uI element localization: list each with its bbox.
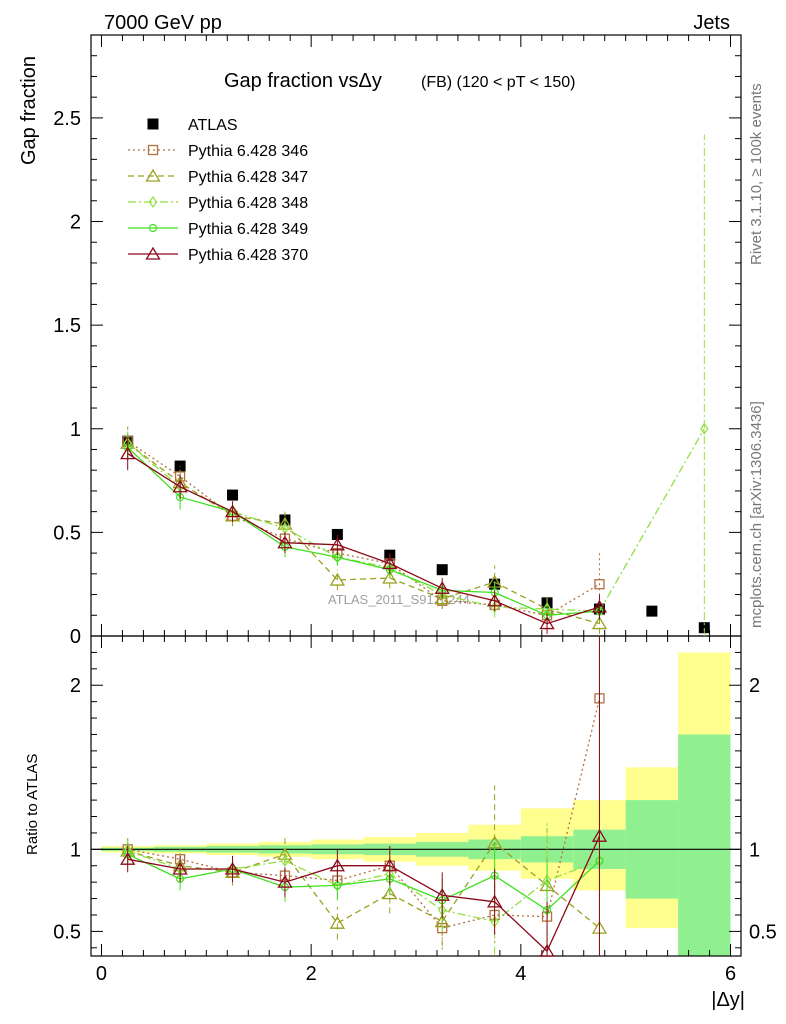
main-point-p347 <box>434 591 450 605</box>
analysis-watermark: ATLAS_2011_S9126244 <box>328 592 470 607</box>
jets-label: Jets <box>693 12 730 34</box>
legend-marker-atlas <box>147 118 159 130</box>
main-point-p347 <box>329 572 346 586</box>
legend-item-p346: Pythia 6.428 346 <box>128 143 308 160</box>
legend-label-p347: Pythia 6.428 347 <box>188 169 308 186</box>
ratio-line-p346 <box>127 698 601 929</box>
legend-label-p349: Pythia 6.428 349 <box>188 221 308 238</box>
legend-marker-p370 <box>145 246 161 260</box>
x-tick-label: 0 <box>96 963 107 985</box>
chart-title-extra: (FB) (120 < pT < 150) <box>421 74 575 91</box>
ratio-point-p370 <box>539 943 555 957</box>
y-tick-label: 0 <box>70 626 81 648</box>
axes-layer: 0 2 4 6 0 0.5 1 1.5 2 2.5 0.5 0.5 1 1 2 2 <box>53 34 777 985</box>
main-point-p370 <box>224 504 241 518</box>
ratio-point-p370 <box>120 851 136 865</box>
mcplots-label: mcplots.cern.ch [arXiv:1306.3436] <box>748 401 765 628</box>
energy-label: 7000 GeV pp <box>104 12 222 34</box>
legend-marker-p349 <box>148 223 158 233</box>
ratio-y-tick-label-right: 1 <box>749 839 760 861</box>
ratio-y-tick-label-right: 0.5 <box>749 921 777 943</box>
y-tick-label: 1 <box>70 419 81 441</box>
y-tick-label: 0.5 <box>53 522 81 544</box>
legend-label-atlas: ATLAS <box>188 117 238 134</box>
ratio-y-tick-label: 2 <box>70 675 81 697</box>
y-axis-title-main: Gap fraction <box>18 56 40 165</box>
legend-item-p349: Pythia 6.428 349 <box>128 221 308 238</box>
legend-marker-p346 <box>147 144 159 156</box>
y-tick-label: 1.5 <box>53 315 81 337</box>
main-point-atlas <box>646 605 658 617</box>
ratio-line-p370 <box>127 835 601 953</box>
ratio-point-p370 <box>382 858 398 872</box>
main-point-atlas <box>227 489 239 501</box>
main-point-p347 <box>277 516 293 530</box>
ratio-uncertainty-bands <box>101 652 731 956</box>
ratio-y-tick-label-right: 2 <box>749 675 760 697</box>
ratio-y-tick-label: 1 <box>70 839 81 861</box>
main-line-p349 <box>127 446 600 616</box>
legend-marker-p348 <box>148 195 158 209</box>
x-axis-title: |Δy| <box>711 989 745 1011</box>
main-point-p347 <box>382 570 398 584</box>
main-point-p346 <box>594 579 605 590</box>
ratio-point-p370 <box>277 874 293 888</box>
series-layer <box>120 134 710 957</box>
main-point-p370 <box>539 616 555 630</box>
legend-label-p348: Pythia 6.428 348 <box>188 195 308 212</box>
ratio-point-p370 <box>329 858 346 872</box>
legend-label-p370: Pythia 6.428 370 <box>188 247 308 264</box>
main-point-p370 <box>277 535 293 549</box>
legend-marker-p347 <box>145 168 161 182</box>
y-tick-label: 2.5 <box>53 108 81 130</box>
ratio-point-p370 <box>172 861 188 875</box>
main-point-p370 <box>591 599 608 613</box>
main-point-p370 <box>329 537 346 551</box>
y-axis-title-ratio: Ratio to ATLAS <box>24 754 41 855</box>
main-point-atlas <box>436 564 448 576</box>
ratio-point-p370 <box>224 861 241 875</box>
ratio-point-p370 <box>486 894 503 908</box>
ratio-point-p370 <box>434 888 450 901</box>
x-tick-label: 6 <box>725 963 736 985</box>
legend-item-atlas: ATLAS <box>147 117 238 134</box>
main-point-p370 <box>486 593 503 607</box>
chart-title: Gap fraction vsΔy <box>224 70 382 92</box>
main-point-p370 <box>434 581 450 594</box>
ratio-y-tick-label: 0.5 <box>53 921 81 943</box>
main-point-p348 <box>700 422 709 435</box>
main-point-p370 <box>382 556 398 570</box>
legend-item-p370: Pythia 6.428 370 <box>128 246 308 264</box>
green-band <box>678 734 731 956</box>
legend-label-p346: Pythia 6.428 346 <box>188 143 308 160</box>
legend-item-p348: Pythia 6.428 348 <box>128 195 308 212</box>
main-line-p370 <box>127 453 600 625</box>
main-point-p370 <box>120 446 136 460</box>
x-tick-label: 2 <box>306 963 317 985</box>
main-point-atlas <box>698 622 710 634</box>
rivet-label: Rivet 3.1.10, ≥ 100k events <box>748 83 765 265</box>
main-point-p347 <box>591 616 608 630</box>
ratio-point-p347 <box>382 886 398 900</box>
main-line-p348 <box>127 428 705 612</box>
legend: ATLAS Pythia 6.428 346 Pythia 6.428 347 Pyt… <box>128 117 308 264</box>
main-line-p346 <box>127 440 600 616</box>
x-tick-label: 4 <box>515 963 526 985</box>
ratio-point-p348 <box>280 854 290 867</box>
main-line-p347 <box>127 442 600 625</box>
main-point-p370 <box>172 479 188 493</box>
ratio-point-p370 <box>591 828 608 842</box>
ratio-line-p349 <box>127 853 600 911</box>
ratio-point-p347 <box>329 915 346 929</box>
y-tick-label: 2 <box>70 212 81 234</box>
legend-item-p347: Pythia 6.428 347 <box>128 168 308 186</box>
